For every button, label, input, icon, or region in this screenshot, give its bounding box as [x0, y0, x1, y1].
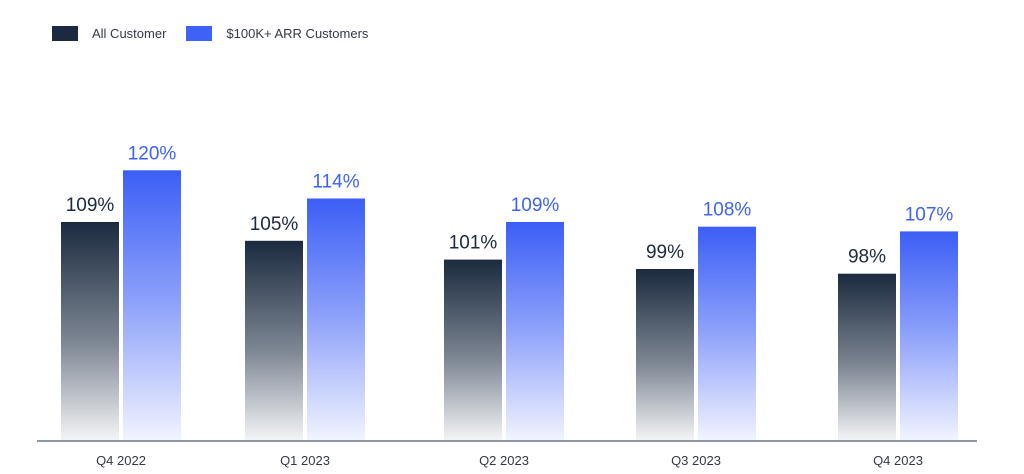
bar-all-customer-q1-2023: [245, 240, 303, 440]
data-label-all-customer-q4-2023: 98%: [848, 247, 886, 268]
data-label-100k-arr-customers-q4-2023: 107%: [905, 204, 954, 225]
bar-100k-arr-customers-q2-2023: [506, 222, 564, 440]
bar-100k-arr-customers-q3-2023: [698, 226, 756, 440]
bar-100k-arr-customers-q4-2022: [123, 170, 181, 441]
legend-swatch-all-customer: [52, 26, 78, 41]
legend-label-all-customer: All Customer: [92, 26, 167, 41]
data-label-100k-arr-customers-q2-2023: 109%: [511, 195, 560, 216]
data-label-all-customer-q2-2023: 101%: [449, 233, 498, 254]
data-label-100k-arr-customers-q1-2023: 114%: [312, 172, 359, 193]
data-label-all-customer-q3-2023: 99%: [646, 242, 684, 263]
x-tick-label-q4-2023: Q4 2023: [873, 453, 923, 468]
x-tick-label-q3-2023: Q3 2023: [671, 453, 721, 468]
data-label-all-customer-q4-2022: 109%: [66, 195, 115, 216]
data-label-all-customer-q1-2023: 105%: [250, 214, 299, 235]
legend-item-100k-arr: $100K+ ARR Customers: [186, 26, 368, 41]
bar-all-customer-q4-2023: [838, 273, 896, 440]
bar-all-customer-q3-2023: [636, 269, 694, 440]
x-tick-label-q2-2023: Q2 2023: [479, 453, 529, 468]
x-tick-label-q4-2022: Q4 2022: [96, 453, 146, 468]
bar-all-customer-q2-2023: [444, 259, 502, 440]
legend-swatch-100k-arr: [186, 26, 213, 41]
bar-100k-arr-customers-q1-2023: [307, 198, 365, 440]
bar-100k-arr-customers-q4-2023: [900, 231, 958, 440]
legend-label-100k-arr: $100K+ ARR Customers: [226, 26, 369, 41]
data-label-100k-arr-customers-q3-2023: 108%: [703, 200, 752, 221]
x-tick-label-q1-2023: Q1 2023: [280, 453, 330, 468]
bar-all-customer-q4-2022: [61, 222, 119, 440]
legend-item-all-customer: All Customer: [52, 26, 166, 41]
data-label-100k-arr-customers-q4-2022: 120%: [128, 143, 177, 164]
chart-legend: All Customer $100K+ ARR Customers: [52, 26, 388, 41]
